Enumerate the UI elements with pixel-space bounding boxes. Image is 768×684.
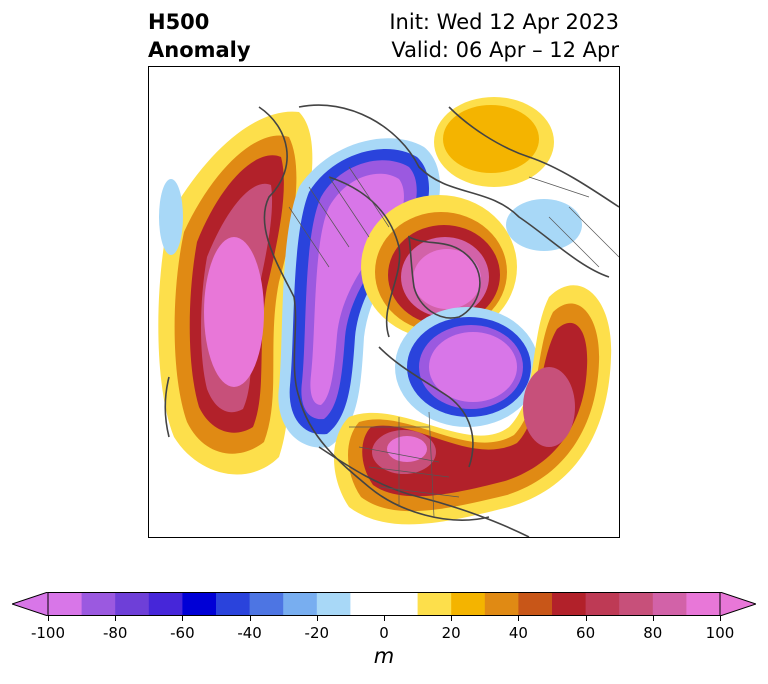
colorbar-tick-mark [720, 616, 721, 621]
colorbar-extend-min [12, 592, 49, 616]
colorbar-swatch [552, 592, 587, 616]
colorbar-tick-label: -40 [237, 624, 262, 642]
positive-anomaly-southeast [334, 285, 612, 525]
colorbar-swatch [216, 592, 251, 616]
colorbar-swatch [686, 592, 721, 616]
title-variable: H500 [148, 10, 210, 34]
colorbar-tick-mark [316, 616, 318, 621]
political-borders [288, 166, 619, 518]
colorbar-swatch [585, 592, 620, 616]
colorbar-tick-label: -60 [170, 624, 195, 642]
colorbar-swatch [283, 592, 318, 616]
anomaly-map-canvas [158, 97, 619, 537]
plot-title-right: Init: Wed 12 Apr 2023 Valid: 06 Apr – 12… [389, 8, 619, 64]
colorbar-tick-label: -100 [30, 624, 66, 642]
title-field: Anomaly [148, 38, 251, 62]
colorbar-tick-label: 80 [643, 624, 663, 642]
colorbar-swatch [115, 592, 150, 616]
negative-anomaly-east [159, 179, 582, 255]
title-init-time: Init: Wed 12 Apr 2023 [389, 10, 619, 34]
colorbar-tick-mark [518, 616, 520, 621]
colorbar-outline [47, 592, 721, 616]
colorbar-swatch [316, 592, 351, 616]
anomaly-map [148, 66, 620, 538]
colorbar-swatch [451, 592, 486, 616]
colorbar-swatch [148, 592, 183, 616]
colorbar-tick-mark [182, 616, 184, 621]
colorbar-swatch [484, 592, 519, 616]
colorbar-tick-label: 20 [441, 624, 461, 642]
colorbar-swatch [619, 592, 654, 616]
colorbar-tick-label: 60 [576, 624, 596, 642]
colorbar-swatch [652, 592, 687, 616]
coastlines [164, 104, 619, 537]
title-valid-range: Valid: 06 Apr – 12 Apr [391, 38, 619, 62]
colorbar-tick-mark [451, 616, 453, 621]
colorbar-tick-label: 100 [705, 624, 735, 642]
colorbar-tick-mark [384, 616, 385, 621]
colorbar [12, 592, 756, 616]
colorbar-tick-mark [652, 616, 654, 621]
colorbar-tick-label: -20 [304, 624, 330, 642]
colorbar-tick-mark [249, 616, 251, 621]
colorbar-tick-mark [585, 616, 587, 621]
colorbar-tick-mark [48, 616, 49, 621]
colorbar-swatch [350, 592, 385, 616]
colorbar-swatch [249, 592, 284, 616]
colorbar-swatch [518, 592, 553, 616]
colorbar-tick-label: 40 [508, 624, 528, 642]
colorbar-swatch [48, 592, 83, 616]
positive-anomaly-west [158, 111, 313, 475]
colorbar-tick-label: 0 [379, 624, 389, 642]
plot-title-left: H500 Anomaly [148, 8, 251, 64]
colorbar-swatch [81, 592, 116, 616]
colorbar-unit-label: m [373, 644, 395, 668]
colorbar-tick-label: -80 [102, 624, 128, 642]
colorbar-extend-max [719, 592, 756, 616]
colorbar-swatch [182, 592, 217, 616]
colorbar-tick-mark [115, 616, 117, 621]
negative-anomaly-atlantic [395, 307, 539, 427]
colorbar-swatch [384, 592, 419, 616]
colorbar-swatch [417, 592, 452, 616]
